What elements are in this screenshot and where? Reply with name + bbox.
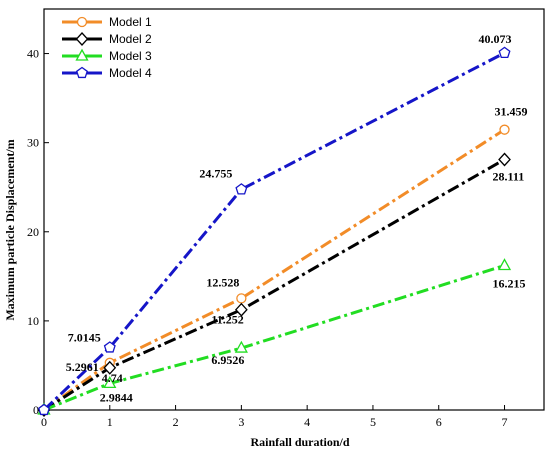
- series-model-4: [38, 46, 511, 416]
- y-tick-label: 30: [27, 136, 39, 150]
- series-line: [43, 158, 506, 412]
- data-point: [497, 258, 512, 271]
- x-tick-label: 2: [173, 415, 179, 429]
- data-label: 5.2961: [66, 360, 99, 374]
- y-axis-title: Maximum particle Displacement/m: [3, 139, 17, 320]
- data-label: 40.073: [479, 32, 512, 46]
- data-point: [235, 183, 248, 195]
- y-tick-label: 40: [27, 47, 39, 61]
- legend: Model 1 Model 2 Model 3 Model 4: [62, 15, 152, 80]
- x-tick-label: 1: [107, 415, 113, 429]
- data-label: 12.528: [206, 275, 239, 289]
- legend-label: Model 2: [109, 32, 152, 46]
- y-tick-label: 0: [33, 403, 39, 417]
- legend-marker: [75, 48, 89, 61]
- data-point: [234, 302, 248, 317]
- y-tick-label: 10: [27, 314, 39, 328]
- x-tick-label: 5: [370, 415, 376, 429]
- data-point: [498, 152, 511, 167]
- x-tick-label: 7: [502, 415, 508, 429]
- legend-item: Model 1: [62, 15, 152, 29]
- series-layer: [37, 46, 512, 417]
- data-point: [103, 341, 116, 353]
- data-label: 6.9526: [211, 353, 244, 367]
- data-point: [234, 340, 248, 353]
- data-label: 4.74: [102, 371, 123, 385]
- legend-item: Model 3: [62, 48, 152, 63]
- series-line: [43, 128, 506, 412]
- data-label: 16.215: [493, 277, 526, 291]
- data-point: [38, 403, 50, 416]
- data-point: [498, 46, 511, 59]
- series-line: [42, 51, 506, 412]
- legend-item: Model 4: [62, 66, 152, 80]
- data-point: [236, 293, 247, 304]
- data-label: 28.111: [493, 169, 525, 183]
- legend-marker: [76, 66, 88, 79]
- x-tick-label: 4: [304, 415, 310, 429]
- x-tick-label: 3: [238, 415, 244, 429]
- legend-label: Model 1: [109, 15, 152, 29]
- data-label: 31.459: [495, 105, 528, 119]
- x-axis-title: Rainfall duration/d: [250, 435, 349, 449]
- data-label: 24.755: [199, 166, 232, 180]
- data-label: 2.9844: [100, 390, 133, 404]
- data-label: 7.0145: [68, 330, 101, 344]
- legend-marker: [76, 16, 88, 28]
- data-label: 11.252: [211, 313, 243, 327]
- data-labels: 5.2961 12.528 31.459 4.74 11.252 28.111 2.9844…: [66, 32, 528, 405]
- legend-item: Model 2: [62, 32, 152, 46]
- x-tick-label: 6: [436, 415, 442, 429]
- legend-label: Model 3: [109, 49, 152, 63]
- series-line: [43, 264, 505, 412]
- legend-label: Model 4: [109, 66, 152, 80]
- x-tick-label: 0: [41, 415, 47, 429]
- legend-marker: [75, 32, 89, 46]
- data-point: [103, 376, 117, 389]
- plot-frame: [43, 8, 545, 411]
- data-point: [499, 124, 510, 135]
- y-tick-label: 20: [27, 225, 39, 239]
- data-point: [103, 360, 117, 375]
